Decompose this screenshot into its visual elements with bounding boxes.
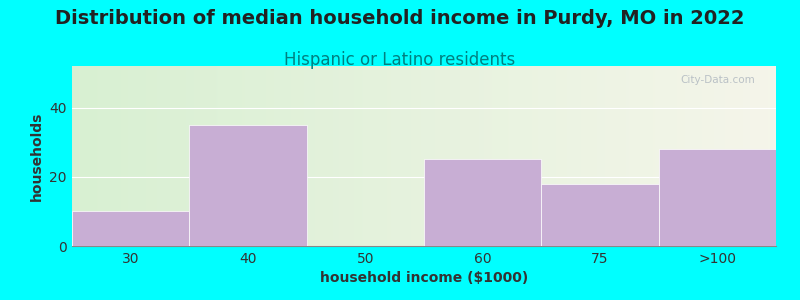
Text: Distribution of median household income in Purdy, MO in 2022: Distribution of median household income … — [55, 9, 745, 28]
Text: City-Data.com: City-Data.com — [680, 75, 755, 85]
Bar — [424, 160, 542, 246]
Bar — [542, 184, 658, 246]
Bar — [72, 212, 190, 246]
Bar — [190, 125, 306, 246]
Y-axis label: households: households — [30, 111, 43, 201]
X-axis label: household income ($1000): household income ($1000) — [320, 271, 528, 285]
Text: Hispanic or Latino residents: Hispanic or Latino residents — [284, 51, 516, 69]
Bar — [658, 149, 776, 246]
